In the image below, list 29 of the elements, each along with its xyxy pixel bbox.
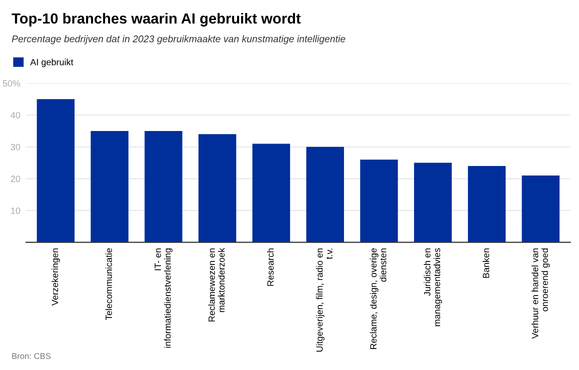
legend-label: AI gebruikt — [30, 58, 74, 68]
bar — [414, 162, 452, 242]
bar — [468, 166, 506, 242]
y-tick-label: 40 — [10, 112, 20, 118]
bar — [198, 134, 236, 242]
x-tick-label: Uitgeverijen, film, radio en t.v. — [316, 248, 332, 352]
y-tick-label: 10 — [11, 207, 20, 214]
x-tick-label: Verhuur en handel van onroerend goed — [532, 248, 550, 339]
bar — [36, 99, 75, 242]
x-tick-label: IT- en informatiedienstverlening — [154, 248, 173, 348]
x-tick-label: Reclame, design, overige diensten — [370, 248, 386, 350]
bar — [90, 130, 128, 242]
x-tick-label: Verzekeringen — [51, 248, 60, 306]
y-tick-label: 20 — [10, 176, 20, 182]
bar — [252, 144, 290, 242]
bar — [144, 130, 182, 242]
chart-subtitle: Percentage bedrijven dat in 2023 gebruikmaakte van kunstmatige intelligentie — [12, 35, 346, 44]
y-tick-label: 30 — [10, 144, 20, 150]
y-tick-label: 50% — [2, 80, 20, 87]
x-tick-label: Banken — [482, 248, 490, 278]
x-tick-label: Research — [267, 248, 274, 286]
bar — [522, 176, 560, 242]
bar — [360, 160, 398, 242]
x-tick-label: Juridisch en managementadvies — [424, 248, 442, 326]
chart-title: Top-10 branches waarin AI gebruikt wordt — [12, 12, 301, 27]
x-tick-label: Telecommunicatie — [105, 248, 112, 320]
bar — [306, 146, 344, 242]
x-tick-label: Reclamewezen en marktonderzoek — [208, 248, 225, 322]
text: Bron: CBS — [12, 353, 51, 359]
